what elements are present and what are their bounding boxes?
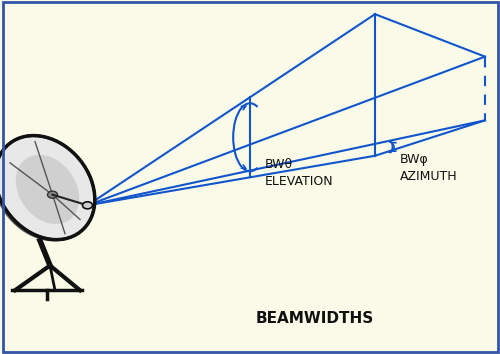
Text: BWθ
ELEVATION: BWθ ELEVATION xyxy=(265,158,334,188)
Text: BWφ
AZIMUTH: BWφ AZIMUTH xyxy=(400,153,458,183)
Text: BEAMWIDTHS: BEAMWIDTHS xyxy=(256,311,374,326)
Circle shape xyxy=(48,191,58,198)
Ellipse shape xyxy=(0,137,92,241)
Ellipse shape xyxy=(16,155,79,224)
Circle shape xyxy=(82,202,92,209)
Ellipse shape xyxy=(0,136,95,240)
